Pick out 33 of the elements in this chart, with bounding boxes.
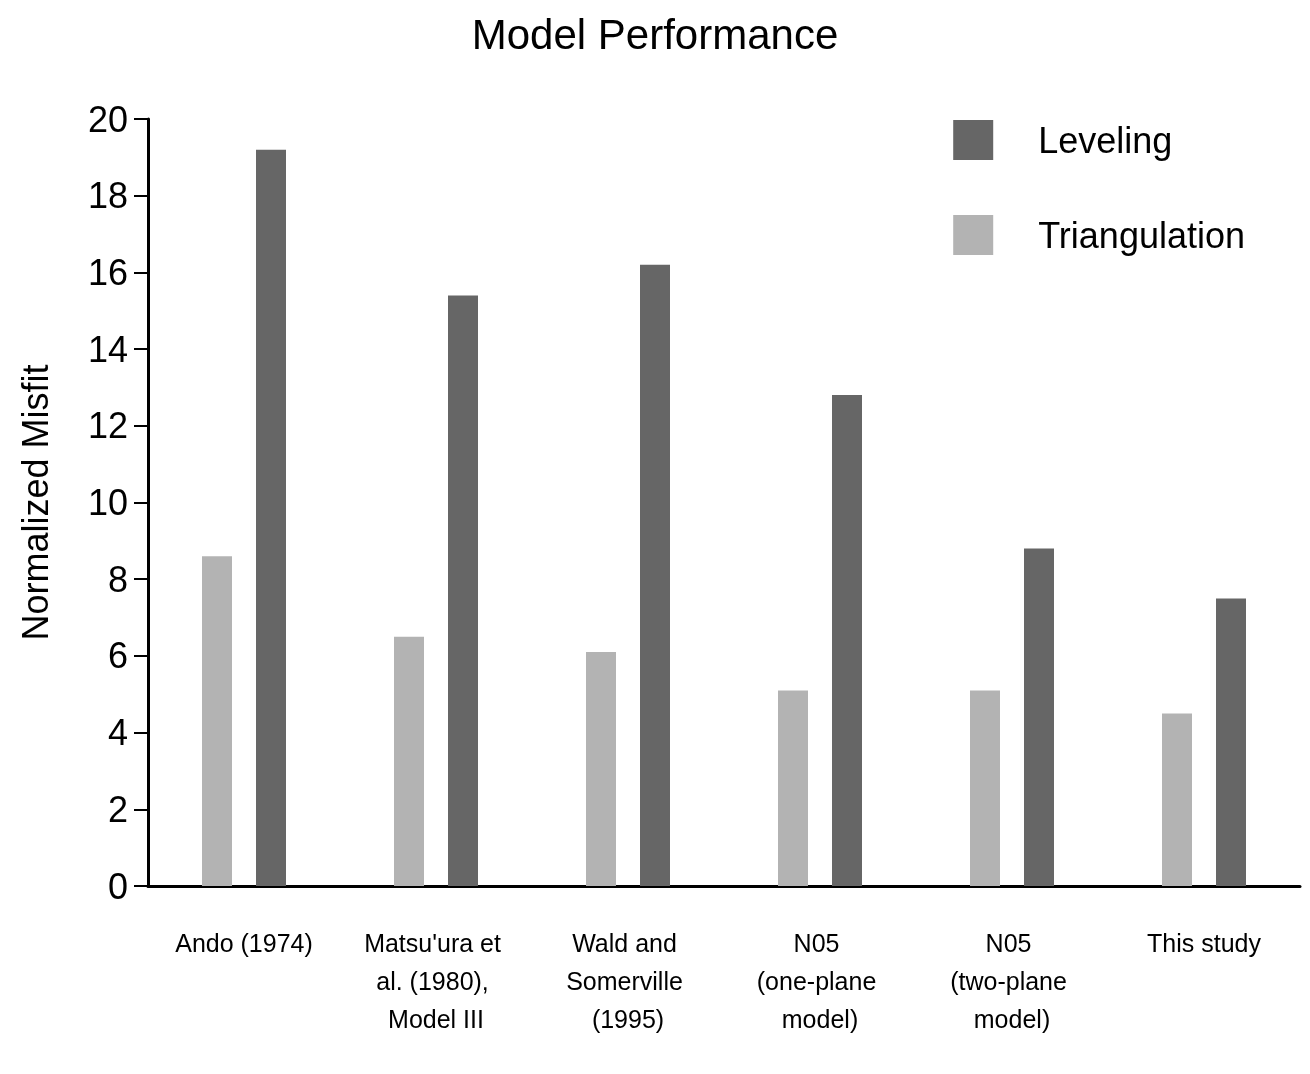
chart-title: Model Performance [471,10,839,58]
y-axis-title: Normalized Misfit [14,364,56,641]
y-tick-label: 6 [107,635,128,677]
x-tick-label: N05 (two-plane model) [950,929,1074,1033]
y-tick-label: 16 [87,251,128,293]
y-tick-label: 0 [107,865,128,907]
x-tick-label: Ando (1974) [175,929,313,957]
y-tick-label: 4 [107,712,128,754]
x-tick-label: Matsu'ura et al. (1980), Model III [364,929,508,1033]
bar [586,652,616,886]
y-tick-label: 18 [87,175,128,217]
x-tick-label: N05 (one-plane model) [756,929,884,1033]
legend-label: Triangulation [1038,214,1246,256]
y-tick-label: 8 [107,558,128,600]
bar [640,264,670,886]
bar [832,395,862,886]
bar [1162,713,1192,886]
bar [394,636,424,886]
y-tick-label: 14 [87,328,128,370]
y-tick-label: 2 [107,788,128,830]
bar [1216,598,1246,886]
legend-label: Leveling [1038,119,1173,161]
bar [256,149,286,886]
bar [1024,548,1054,886]
bar [778,690,808,886]
x-tick-label: This study [1147,929,1262,957]
bar [970,690,1000,886]
y-tick-label: 20 [87,98,128,140]
bar [202,556,232,886]
bar [448,295,478,886]
y-tick-label: 12 [87,405,128,447]
x-tick-label: Wald and Somerville (1995) [566,929,690,1033]
y-tick-label: 10 [87,482,128,523]
